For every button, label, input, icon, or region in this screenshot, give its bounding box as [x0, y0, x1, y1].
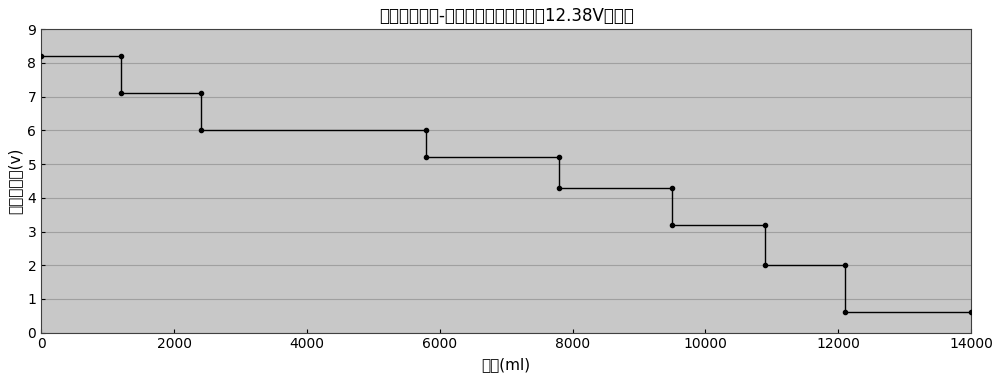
Y-axis label: 油感器电压(v): 油感器电压(v) — [7, 148, 22, 214]
Title: 油箱剩余油量-油感器电压对应关系（12.38V供电）: 油箱剩余油量-油感器电压对应关系（12.38V供电） — [379, 7, 634, 25]
X-axis label: 油量(ml): 油量(ml) — [482, 357, 531, 372]
